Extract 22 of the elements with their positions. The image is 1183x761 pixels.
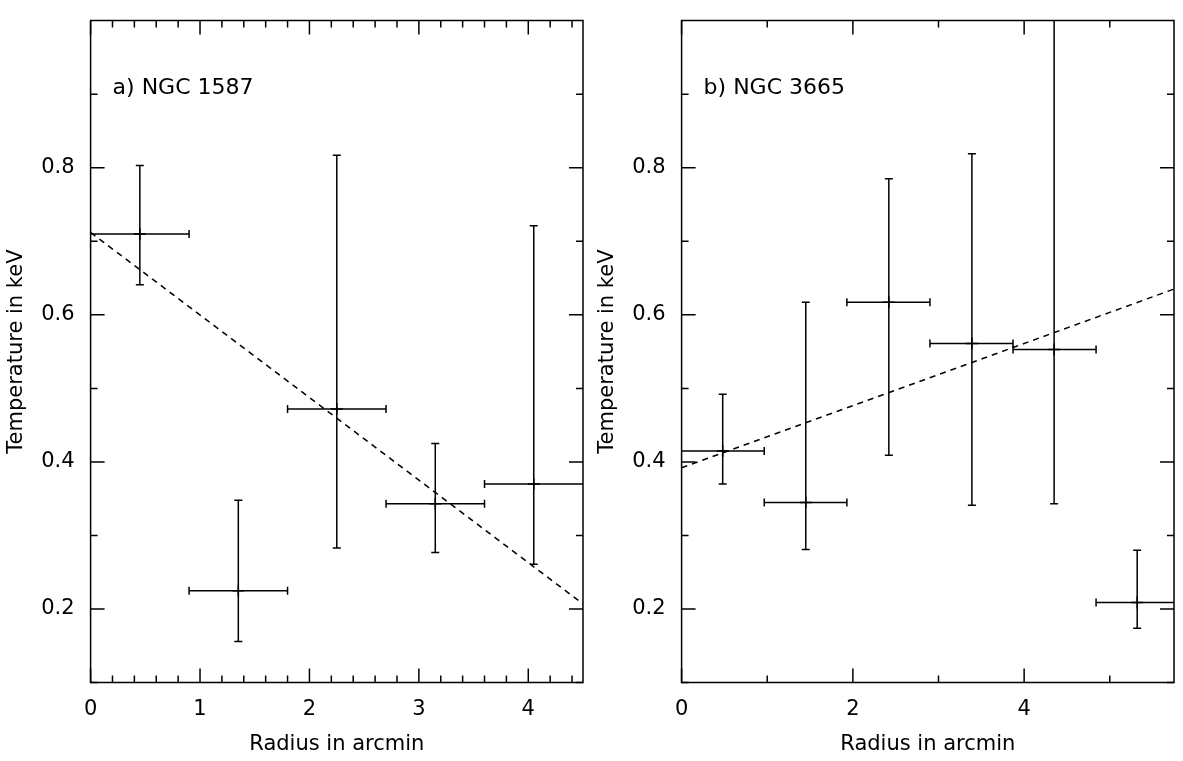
y-tick-label: 0.4 — [632, 448, 666, 473]
x-tick-label: 2 — [846, 695, 860, 720]
x-tick-label: 0 — [83, 695, 98, 720]
y-tick-label: 0.6 — [41, 301, 75, 326]
y-axis-title: Temperature in keV — [594, 248, 619, 455]
y-axis-title: Temperature in keV — [3, 248, 28, 455]
y-tick-label: 0.2 — [632, 595, 666, 620]
x-tick-label: 1 — [193, 695, 207, 720]
x-tick-label: 2 — [302, 695, 317, 720]
text: a) NGC 1587 — [112, 74, 254, 100]
x-tick-label: 0 — [674, 695, 689, 720]
y-tick-label: 0.2 — [41, 595, 75, 620]
x-axis-title: Radius in arcmin — [840, 730, 1016, 755]
y-tick-label: 0.8 — [41, 154, 75, 179]
text: b) NGC 3665 — [703, 74, 845, 100]
x-tick-label: 3 — [412, 695, 426, 720]
y-tick-label: 0.6 — [632, 301, 666, 326]
x-tick-label: 4 — [1017, 695, 1031, 720]
x-axis-title: Radius in arcmin — [249, 730, 425, 755]
y-tick-label: 0.8 — [632, 154, 666, 179]
x-tick-label: 4 — [521, 695, 535, 720]
y-tick-label: 0.4 — [41, 448, 75, 473]
